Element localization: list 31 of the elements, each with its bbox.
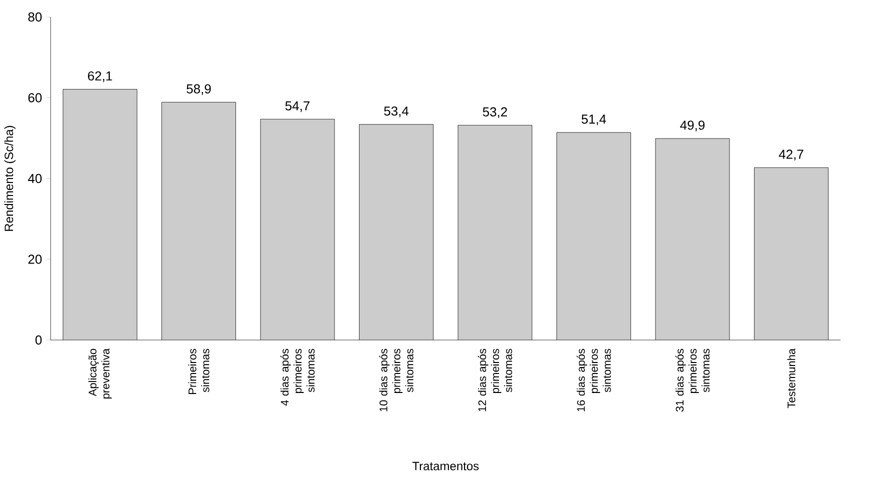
bar [162,102,236,340]
x-tick-label: Primeiros sintomas [188,348,210,394]
x-axis-title: Tratamentos [412,462,479,470]
data-label: 42,7 [778,150,804,160]
bar [458,125,532,340]
bar [260,119,334,340]
bar [656,138,730,340]
data-label: 58,9 [186,84,211,95]
x-tick-label: 31 dias após primeiros sintomas [675,348,710,412]
data-label: 51,4 [582,114,606,126]
x-tick-label: 12 dias após primeiros sintomas [478,348,512,412]
data-label: 62,1 [88,71,112,82]
bar [63,89,137,340]
data-label: 49,9 [680,120,705,132]
y-tick-label: 40 [28,174,42,184]
bar [359,124,434,340]
data-label: 54,7 [285,101,310,112]
x-tick-label: 4 dias após primeiros sintomas [280,348,315,406]
data-label: 53,2 [482,107,507,118]
bar [754,167,828,340]
x-tick-label: Aplicação preventiva [88,348,112,398]
y-axis-title: Rendimento (Sc/ha) [4,126,16,231]
y-tick-label: 20 [28,254,42,264]
x-tick-label: Testemunha [787,348,796,408]
x-tick-label: 16 dias após primeiros sintomas [576,348,611,412]
x-tick-label: 10 dias após primeiros sintomas [379,348,414,412]
data-label: 53,4 [384,106,409,118]
bar [556,132,631,340]
y-tick-label: 0 [35,335,42,345]
y-tick-label: 60 [28,93,42,102]
y-tick-label: 80 [28,12,42,22]
